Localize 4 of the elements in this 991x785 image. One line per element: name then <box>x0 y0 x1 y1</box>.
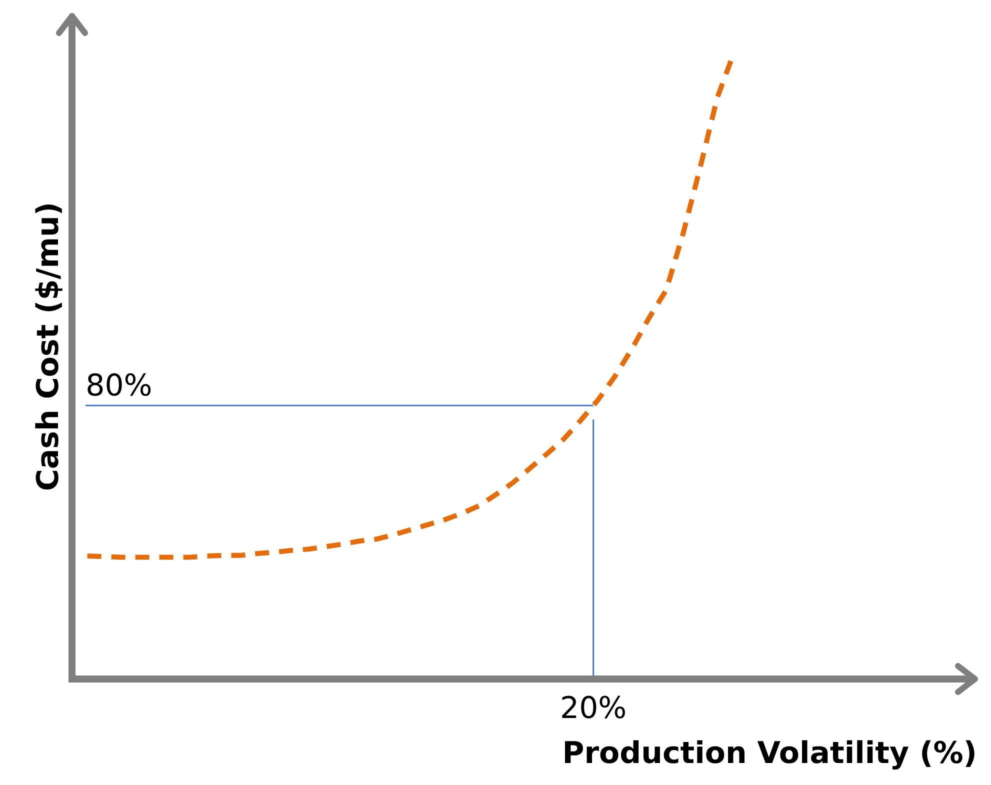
x-axis-title: Production Volatility (%) <box>562 736 977 771</box>
annotation: 80% <box>86 368 152 404</box>
y-axis-title: Cash Cost ($/mu) <box>30 202 66 492</box>
text: 20% <box>560 690 627 726</box>
